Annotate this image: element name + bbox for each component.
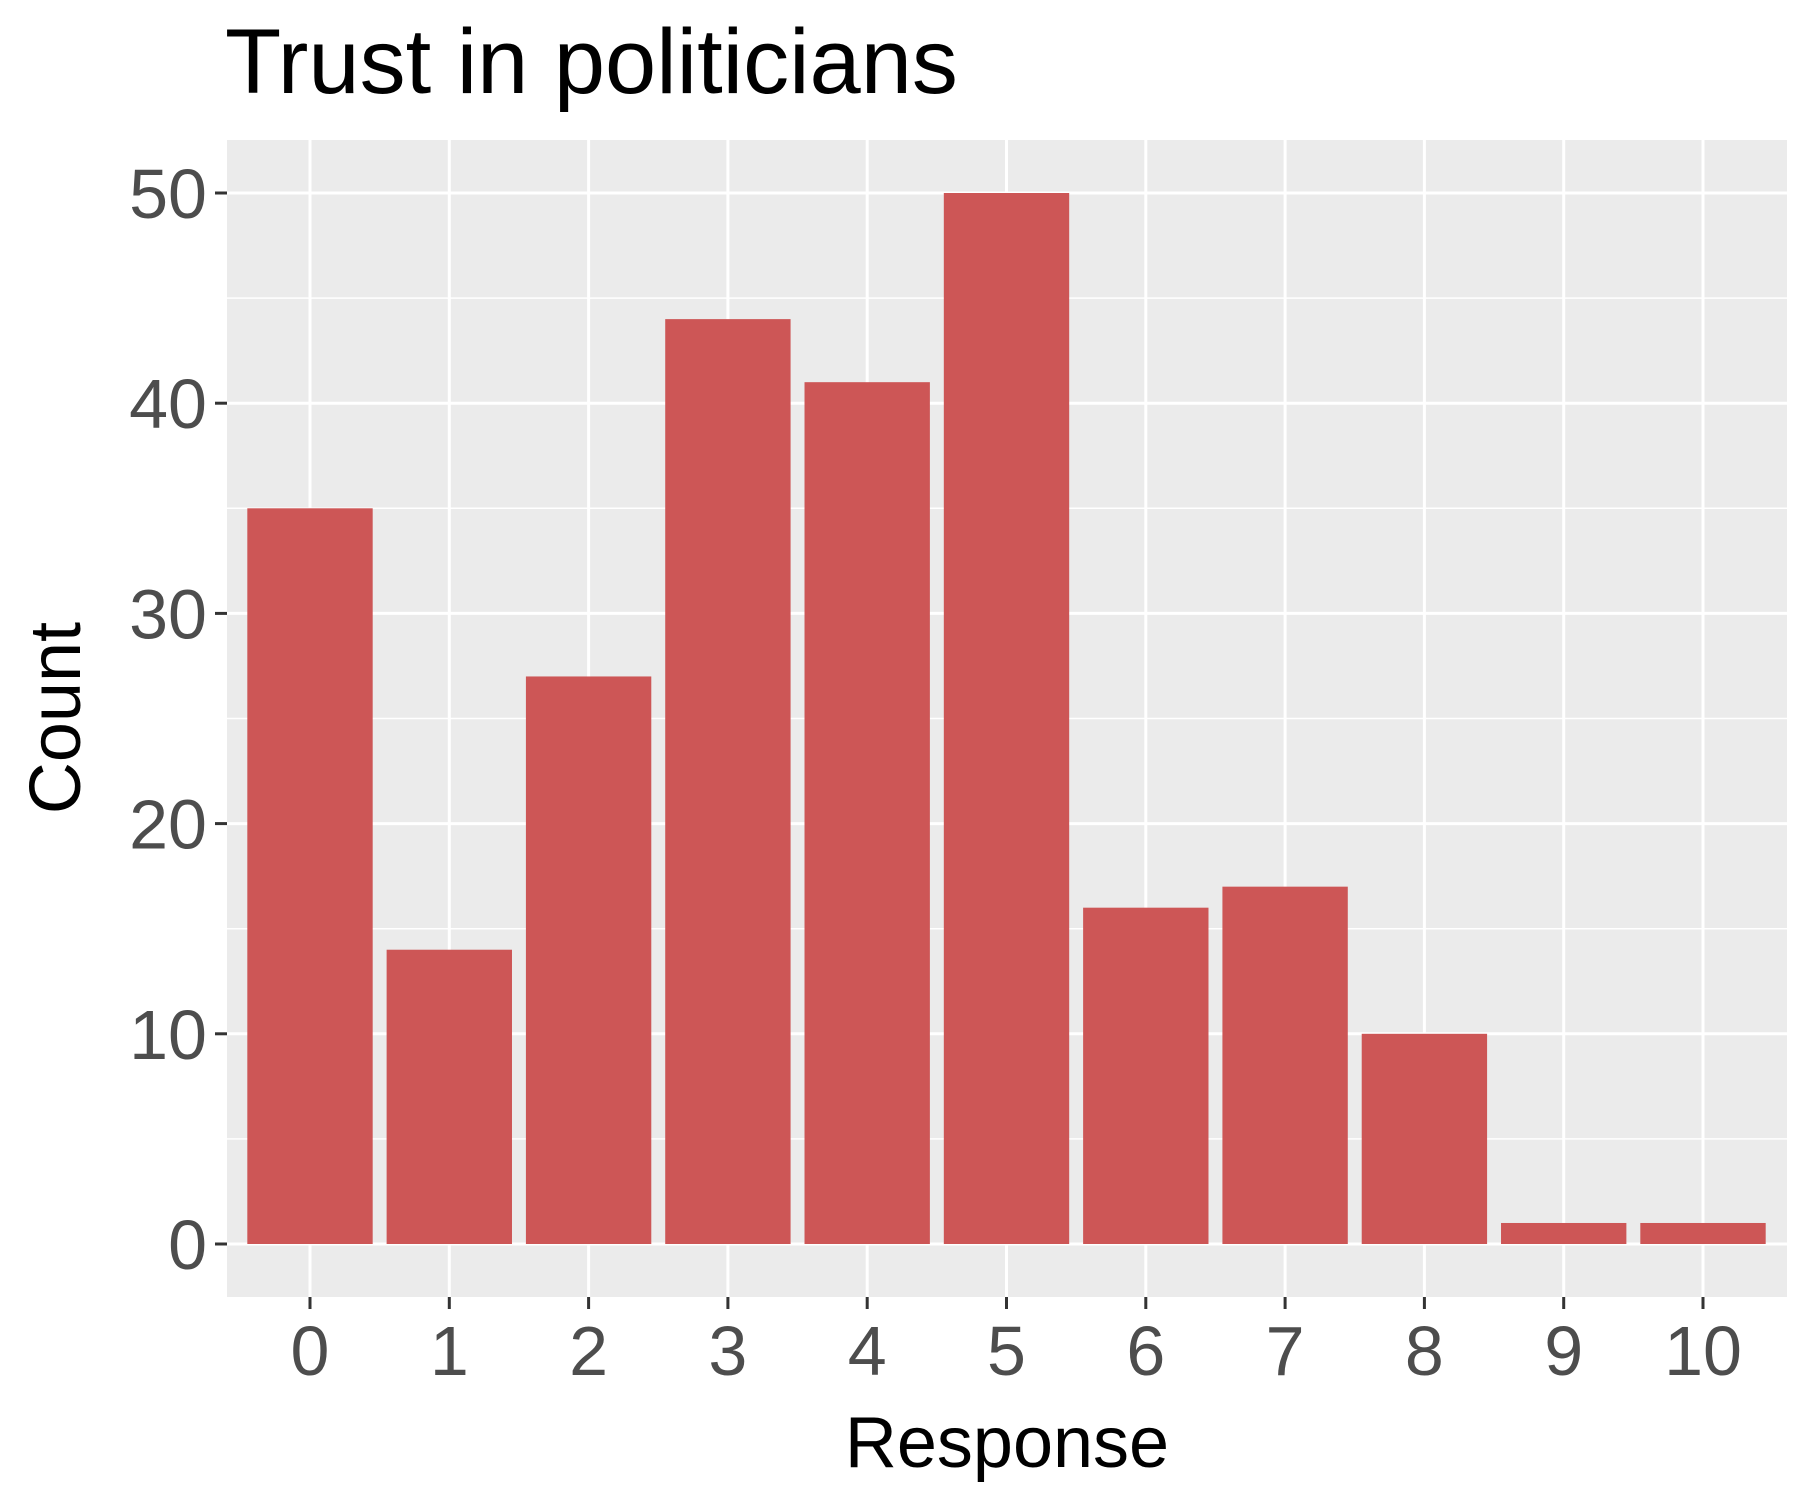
y-tick-label: 50 — [129, 155, 207, 233]
y-tick-label: 10 — [129, 996, 207, 1074]
x-tick-label: 1 — [430, 1312, 469, 1390]
bar-3 — [665, 319, 791, 1244]
bar-7 — [1222, 886, 1348, 1244]
chart-title: Trust in politicians — [225, 11, 958, 113]
bar-6 — [1083, 907, 1209, 1244]
x-tick-label: 10 — [1664, 1312, 1742, 1390]
y-axis-title: Count — [16, 622, 96, 814]
bar-9 — [1501, 1222, 1627, 1244]
bar-4 — [804, 382, 930, 1244]
x-axis-title: Response — [845, 1403, 1169, 1483]
x-tick-label: 9 — [1544, 1312, 1583, 1390]
y-tick-label: 30 — [129, 575, 207, 653]
y-tick-label: 20 — [129, 786, 207, 864]
x-tick-label: 5 — [987, 1312, 1026, 1390]
y-tick-label: 40 — [129, 365, 207, 443]
bar-0 — [247, 508, 373, 1244]
x-tick-label: 3 — [708, 1312, 747, 1390]
bars — [247, 193, 1766, 1244]
y-axis: 0 10 20 30 40 50 — [129, 155, 227, 1284]
x-axis: 0 1 2 3 4 5 6 7 8 9 10 — [291, 1297, 1742, 1390]
y-tick-label: 0 — [168, 1206, 207, 1284]
x-tick-label: 6 — [1126, 1312, 1165, 1390]
x-tick-label: 2 — [569, 1312, 608, 1390]
x-tick-label: 0 — [291, 1312, 330, 1390]
bar-2 — [525, 676, 652, 1244]
bar-8 — [1361, 1033, 1488, 1244]
x-tick-label: 4 — [848, 1312, 887, 1390]
x-tick-label: 7 — [1266, 1312, 1305, 1390]
bar-5 — [943, 193, 1070, 1244]
x-tick-label: 8 — [1405, 1312, 1444, 1390]
bar-10 — [1640, 1222, 1766, 1244]
bar-1 — [386, 949, 512, 1244]
